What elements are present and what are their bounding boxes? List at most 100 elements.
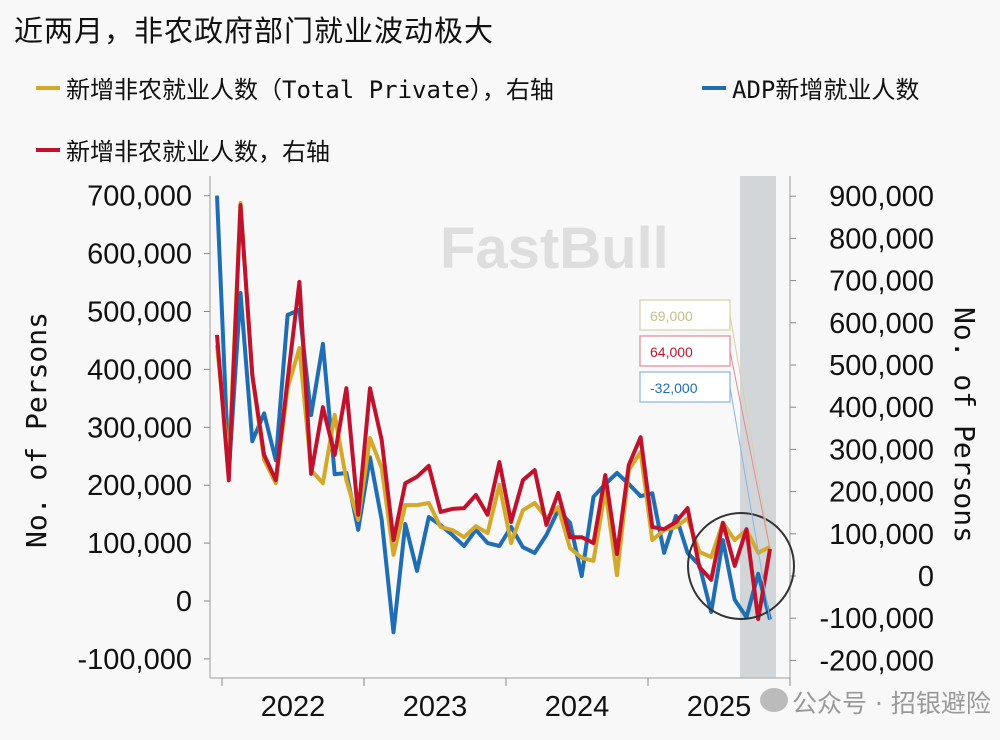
right-axis-label: No. of Persons: [948, 307, 981, 543]
right-tick-label: 0: [918, 561, 934, 593]
data-point: [287, 379, 289, 381]
series-line: [215, 203, 772, 621]
data-point: [357, 529, 359, 531]
data-point: [322, 482, 324, 484]
data-point: [557, 506, 559, 508]
data-point: [475, 494, 477, 496]
x-tick-label: 2022: [261, 691, 326, 723]
legend-item-total-private: 新增非农就业人数（Total Private），右轴: [36, 70, 554, 105]
data-point: [675, 515, 677, 517]
data-point: [710, 579, 712, 581]
callout-leader: [729, 386, 771, 620]
chart-title: 近两月，非农政府部门就业波动极大: [14, 14, 495, 48]
data-point: [545, 524, 547, 526]
data-point: [675, 521, 677, 523]
data-point: [381, 519, 383, 521]
data-point: [510, 521, 512, 523]
data-point: [228, 479, 230, 481]
left-tick-label: 700,000: [87, 181, 192, 213]
callout-label: -32,000: [650, 380, 698, 396]
data-point: [310, 414, 312, 416]
highlight-circle: [687, 512, 795, 620]
data-point: [322, 343, 324, 345]
data-point: [240, 204, 242, 206]
legend-label: ADP新增就业人数: [732, 76, 920, 104]
data-point: [593, 542, 595, 544]
data-point: [498, 545, 500, 547]
data-point: [616, 472, 618, 474]
data-point: [687, 507, 689, 509]
data-point: [404, 482, 406, 484]
callout-leader: [729, 314, 771, 547]
data-point: [651, 526, 653, 528]
watermark-brand: FastBull: [440, 216, 669, 281]
data-point: [498, 484, 500, 486]
data-point: [240, 292, 242, 294]
data-point: [334, 414, 336, 416]
data-point: [534, 469, 536, 471]
right-tick-label: -200,000: [820, 645, 935, 677]
right-tick-label: 600,000: [829, 308, 934, 340]
data-point: [310, 473, 312, 475]
data-point: [557, 492, 559, 494]
data-point: [710, 556, 712, 558]
legend-swatch: [36, 147, 60, 152]
wechat-icon: [760, 688, 788, 712]
data-point: [463, 507, 465, 509]
data-point: [640, 436, 642, 438]
right-tick-label: 800,000: [829, 223, 934, 255]
data-point: [581, 536, 583, 538]
data-point: [440, 511, 442, 513]
series-2: [215, 203, 772, 621]
callout-leader: [729, 350, 771, 550]
right-tick-label: 100,000: [829, 519, 934, 551]
data-point: [569, 522, 571, 524]
data-point: [322, 406, 324, 408]
left-tick-label: 0: [176, 586, 192, 618]
legend-label: 新增非农就业人数（Total Private），右轴: [66, 76, 554, 104]
left-axis-label: No. of Persons: [20, 312, 53, 548]
data-point: [428, 502, 430, 504]
data-point: [722, 522, 724, 524]
data-point: [416, 476, 418, 478]
callout-label: 64,000: [650, 344, 693, 360]
data-point: [663, 552, 665, 554]
legend-swatch: [36, 85, 60, 90]
data-point: [404, 523, 406, 525]
callout-0: 69,000: [639, 299, 771, 547]
data-point: [581, 557, 583, 559]
legend-item-adp: ADP新增就业人数: [702, 70, 919, 105]
data-point: [369, 387, 371, 389]
data-point: [651, 492, 653, 494]
x-tick-label: 2024: [545, 691, 610, 723]
legend-swatch: [702, 85, 726, 90]
data-point: [698, 566, 700, 568]
data-point: [392, 539, 394, 541]
data-point: [616, 553, 618, 555]
shaded-period: [740, 176, 776, 678]
data-point: [510, 526, 512, 528]
data-point: [357, 514, 359, 516]
right-tick-label: 900,000: [829, 181, 934, 213]
right-tick-label: -100,000: [820, 603, 935, 635]
data-point: [263, 412, 265, 414]
data-point: [369, 437, 371, 439]
callout-box: [639, 299, 731, 331]
data-point: [534, 552, 536, 554]
data-point: [522, 509, 524, 511]
data-point: [416, 570, 418, 572]
data-point: [569, 547, 571, 549]
left-tick-label: 400,000: [87, 354, 192, 386]
data-point: [345, 387, 347, 389]
data-point: [298, 347, 300, 349]
data-point: [451, 529, 453, 531]
data-point: [640, 495, 642, 497]
data-point: [498, 461, 500, 463]
data-point: [287, 314, 289, 316]
data-point: [263, 454, 265, 456]
data-point: [475, 525, 477, 527]
data-point: [275, 479, 277, 481]
data-point: [451, 534, 453, 536]
data-point: [757, 618, 759, 620]
